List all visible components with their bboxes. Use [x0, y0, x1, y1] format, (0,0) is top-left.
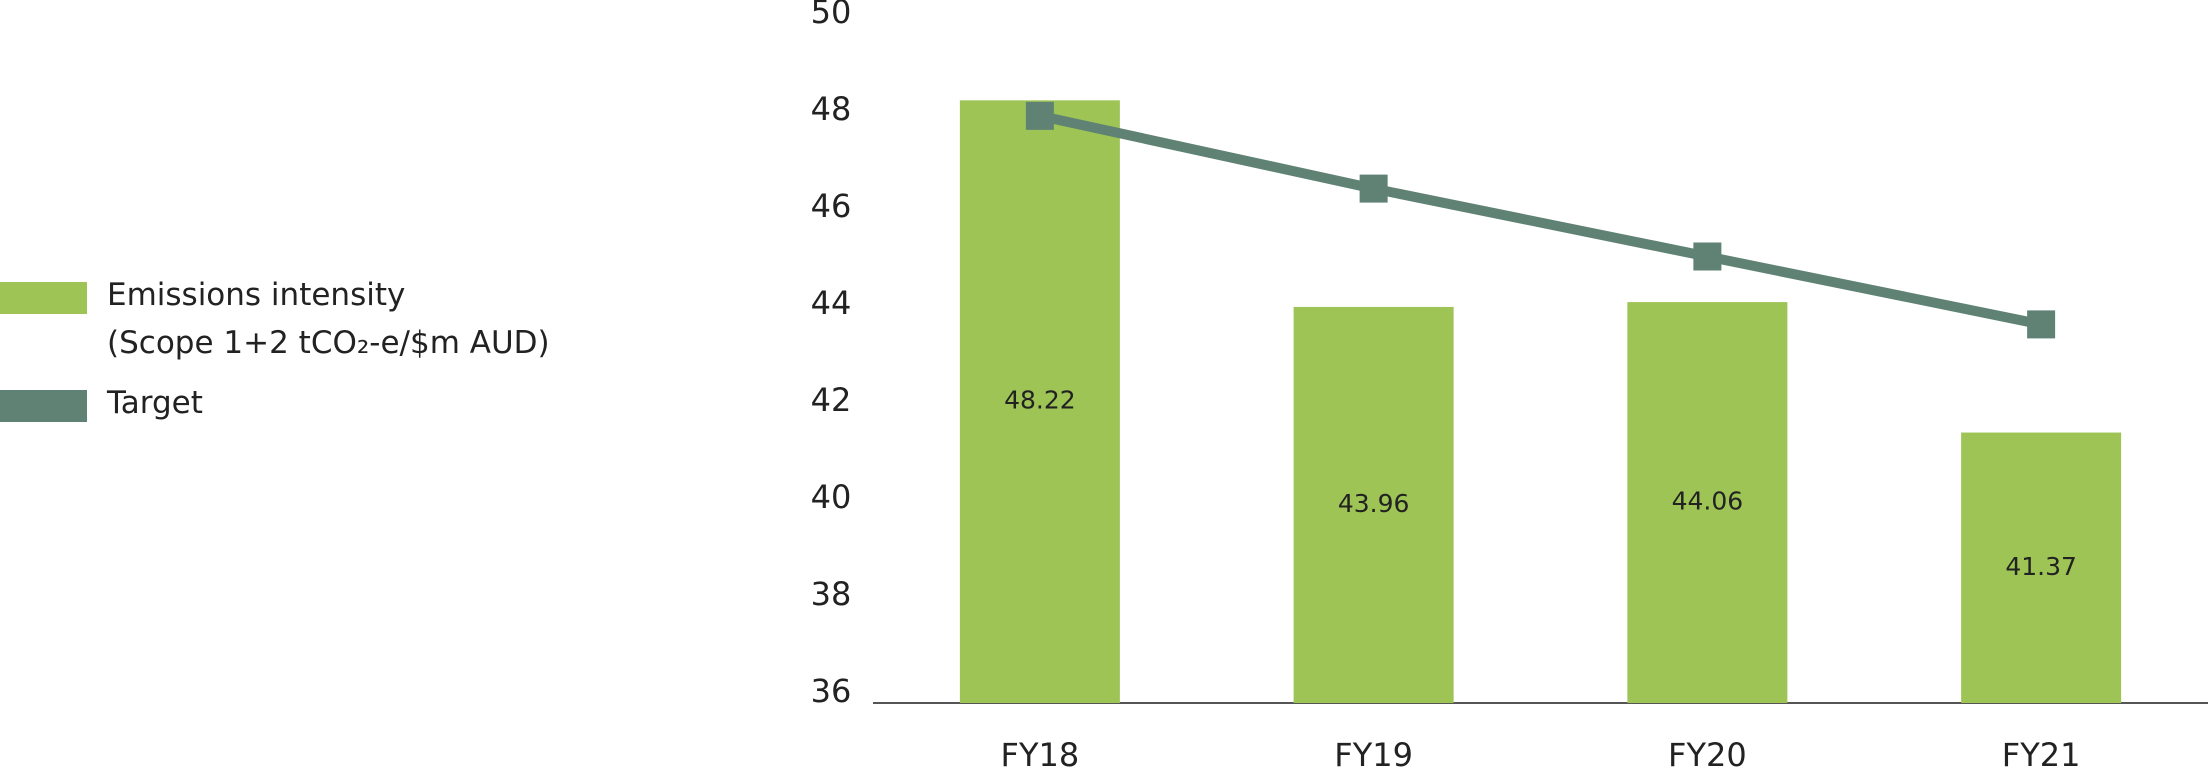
y-tick-label: 40 [811, 478, 852, 516]
y-tick-label: 50 [811, 0, 852, 31]
data-label: 48.22 [1004, 386, 1076, 415]
x-tick-label: FY19 [1334, 736, 1413, 772]
bar [1627, 302, 1788, 703]
y-tick-label: 46 [811, 187, 852, 225]
y-tick-label: 42 [811, 381, 852, 419]
y-tick-label: 36 [811, 672, 852, 710]
data-label: 43.96 [1338, 489, 1410, 518]
target-marker [1359, 174, 1388, 203]
y-tick-label: 38 [811, 575, 852, 613]
bar [959, 100, 1120, 703]
legend-item: Emissions intensity (Scope 1+2 tCO₂-e/$m… [0, 277, 550, 367]
bar [1961, 432, 2122, 703]
legend-label: Target [107, 385, 203, 421]
target-marker [2027, 310, 2056, 339]
target-line [1038, 110, 2043, 330]
target-marker [1025, 101, 1054, 130]
legend-item: Target [0, 385, 203, 427]
data-label: 41.37 [2005, 552, 2077, 581]
bar [1293, 306, 1454, 703]
y-tick-label: 44 [811, 284, 852, 322]
legend-swatch [0, 282, 87, 314]
x-tick-label: FY21 [2002, 736, 2081, 772]
target-marker [1693, 242, 1722, 271]
legend-label: Emissions intensity (Scope 1+2 tCO₂-e/$m… [107, 277, 550, 361]
x-tick-label: FY20 [1668, 736, 1747, 772]
legend-swatch [0, 390, 87, 422]
data-label: 44.06 [1672, 487, 1744, 516]
y-tick-label: 48 [811, 90, 852, 128]
x-tick-label: FY18 [1001, 736, 1080, 772]
